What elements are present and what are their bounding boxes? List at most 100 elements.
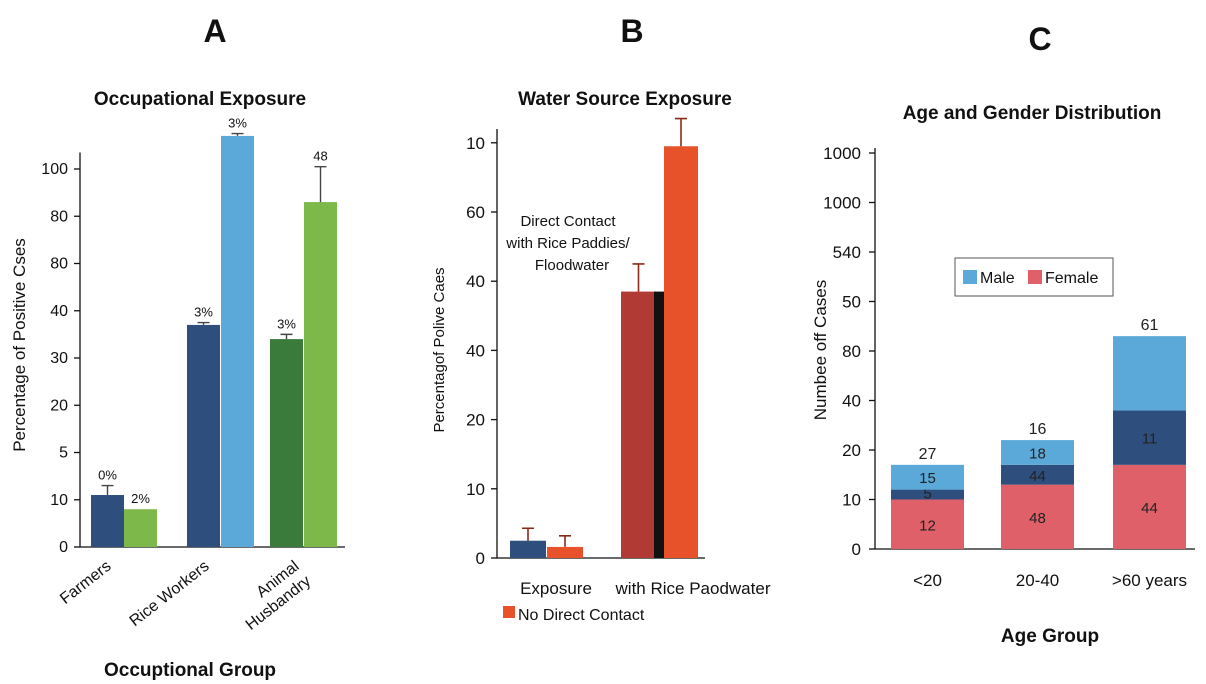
chart-b-ytick-label: 20 [466,411,485,430]
chart-a-bar [124,509,157,547]
chart-a-ytick-label: 100 [41,161,68,178]
chart-b-plot: 0 10 20 40 40 60 10 Exposure with Rice Paodwater… [466,117,771,624]
chart-a-data-label: 48 [313,149,327,164]
chart-a-ytick-label: 30 [50,350,68,367]
chart-a-ytick-label: 80 [50,208,68,225]
chart-c-stack-segment [1001,464,1074,485]
chart-a-error-bar [101,484,114,496]
chart-c-total-label: 16 [1029,421,1047,438]
chart-a-category-label: AnimalHusbandry [231,558,314,634]
chart-a-data-label: 3% [228,116,247,131]
chart-a-bar [304,202,337,547]
chart-b-category-label: Exposure [520,579,592,598]
chart-a-title: Occupational Exposure [94,89,306,110]
chart-a-plot: 0 10 5 20 30 40 80 80 100 0% 2% 3% 3% 3% 48 Farmers Rice… [41,116,345,634]
chart-c-category-label: 20-40 [1016,571,1059,590]
chart-b-ytick-label: 10 [466,480,485,499]
chart-b-legend-label: No Direct Contact [518,607,645,624]
chart-c-xlabel: Age Group [1001,626,1099,647]
chart-c-total-label: 61 [1141,317,1159,334]
chart-b-ytick-label: 60 [466,203,485,222]
chart-a-ytick-label: 20 [50,397,68,414]
chart-c-ytick-label: 1000 [823,144,861,163]
chart-a-ytick-label: 40 [50,303,68,320]
chart-c-segment-label: 18 [1029,445,1046,462]
chart-b-ylabel: Percentagof Polive Caes [431,267,448,432]
chart-a-error-bar [314,165,327,203]
chart-a-data-label: 2% [131,491,150,506]
chart-b-legend-swatch [503,606,515,618]
chart-a-ytick-label: 10 [50,492,68,509]
chart-b-annotation-line-3: Floodwater [535,257,609,274]
chart-c-ytick-label: 1000 [823,194,861,213]
chart-c-ytick-label: 10 [842,491,861,510]
chart-c-category-label: <20 [913,571,942,590]
chart-a-bar [270,339,303,547]
chart-c-ytick-label: 0 [852,540,861,559]
chart-c-stack-segment [891,464,964,490]
chart-b-ytick-label: 40 [466,272,485,291]
chart-c-ytick-label: 50 [842,293,861,312]
chart-c-stack-segment [1001,484,1074,549]
chart-c-plot: 0 10 20 40 80 50 540 1000 1000 12 515 27 <20 48 44 18 16… [823,144,1195,590]
chart-c-segment-label: 48 [1029,510,1046,527]
chart-c-ytick-label: 20 [842,441,861,460]
chart-a-bar [221,135,254,548]
chart-a-data-label: 0% [98,468,117,483]
chart-c-segment-label: 5 [923,486,931,503]
chart-c-legend-label: Male [980,270,1015,287]
chart-c-title: Age and Gender Distribution [903,103,1162,124]
chart-b-annotation-line-1: Direct Contact [520,213,616,230]
chart-a-data-label: 3% [277,316,296,331]
chart-c-ytick-label: 40 [842,392,861,411]
panel-letter-a: A [203,13,226,49]
chart-a-ytick-label: 0 [59,539,68,556]
chart-a-error-bar [197,321,210,325]
chart-b-ytick-label: 10 [466,134,485,153]
chart-c-ylabel: Numbee off Cases [811,280,830,420]
chart-b-ytick-label: 40 [466,341,485,360]
chart-c-segment-label: 11 [1142,431,1158,448]
chart-c-stack-segment [1001,440,1074,465]
chart-c-segment-label: 44 [1141,500,1158,517]
chart-b-error-bar [522,527,534,541]
chart-b-bar [547,546,583,558]
chart-c-total-label: 27 [919,446,937,463]
chart-c-stack-segment [1113,336,1186,411]
chart-b-error-bar [675,117,687,147]
chart-b-ytick-label: 0 [476,549,485,568]
chart-a-bar [187,324,220,547]
chart-c-stack-segment [1113,410,1186,465]
chart-a-ytick-label: 5 [59,445,68,462]
chart-b-bar [654,291,664,558]
chart-c-legend-label: Female [1045,270,1098,287]
chart-c-ytick-label: 80 [842,342,861,361]
panel-letter-b: B [620,13,643,49]
panel-letter-c: C [1028,21,1051,57]
chart-b-bar [621,291,656,558]
chart-b-bar [510,540,546,558]
chart-c-legend-swatch [963,270,977,284]
chart-c-stack-segment [1113,464,1186,549]
chart-c-stack-segment [891,489,964,500]
chart-c-category-label: >60 years [1112,571,1187,590]
chart-b-category-label: with Rice Paodwater [615,579,771,598]
chart-a-ytick-label: 80 [50,256,68,273]
chart-a-xlabel: Occuptional Group [104,660,276,681]
chart-c-segment-label: 15 [919,470,936,487]
chart-c-stack-segment [891,499,964,549]
chart-a-error-bar [280,333,293,340]
chart-b-error-bar [632,263,645,292]
chart-a-bar [91,495,124,547]
chart-c-ytick-label: 540 [833,243,861,262]
chart-a-category-label: Farmers [57,558,114,608]
chart-a-error-bar [231,132,244,136]
chart-c-segment-label: 12 [919,517,936,534]
chart-b-error-bar [559,535,571,547]
chart-b-annotation-line-2: with Rice Paddies/ [505,235,630,252]
chart-b-title: Water Source Exposure [518,89,732,110]
chart-c-segment-label: 44 [1029,468,1046,485]
chart-a-category-label: Rice Workers [127,558,213,630]
chart-a-ylabel: Percentage of Positive Cses [10,238,29,452]
